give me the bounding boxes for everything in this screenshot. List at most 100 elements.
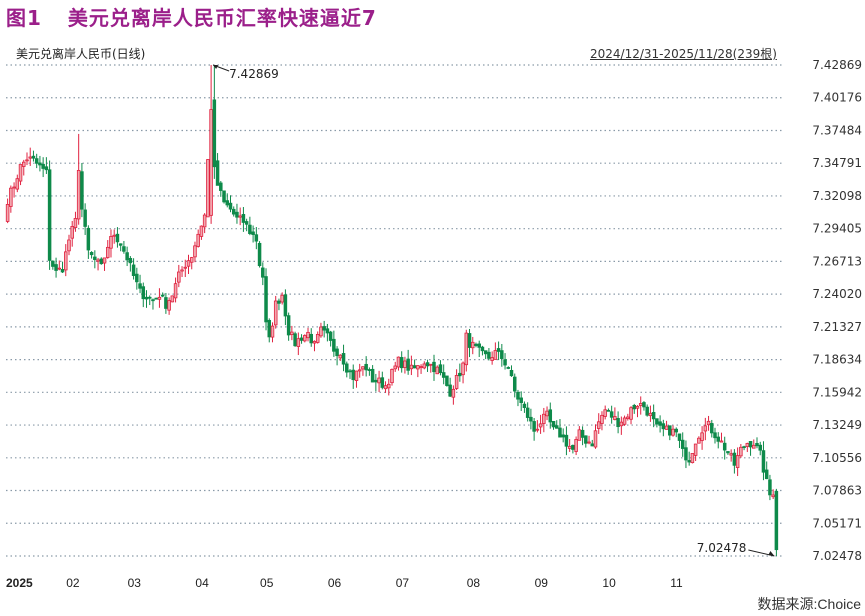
candle <box>248 216 252 236</box>
candle <box>131 258 136 280</box>
candle <box>18 164 23 186</box>
candle <box>299 334 304 344</box>
candle <box>613 407 617 421</box>
candle <box>764 461 769 480</box>
candle <box>661 419 666 437</box>
candle <box>277 298 281 311</box>
candle <box>209 65 213 224</box>
candles <box>5 65 779 556</box>
candle <box>467 328 472 358</box>
figure-title: 图1 美元兑离岸人民币汇率快速逼近7 <box>6 2 377 31</box>
candle <box>128 256 133 272</box>
x-tick-label: 02 <box>66 576 80 590</box>
candle <box>416 365 420 378</box>
min-annotation: 7.02478 <box>697 541 747 555</box>
candle <box>377 370 381 392</box>
candle <box>771 489 775 500</box>
candle <box>403 356 407 374</box>
candle <box>341 344 346 372</box>
candle <box>293 331 297 347</box>
candle <box>593 424 598 449</box>
candle <box>270 322 275 343</box>
candle <box>545 406 549 421</box>
candle <box>125 246 129 267</box>
candle <box>496 341 501 361</box>
candle <box>315 331 320 344</box>
candle <box>118 243 123 252</box>
candle <box>551 420 556 430</box>
figure-label: 图1 <box>6 6 42 30</box>
candle <box>219 180 223 197</box>
gridlines <box>6 64 782 557</box>
y-tick-label: 7.15942 <box>812 385 862 399</box>
candle <box>83 203 87 235</box>
candle <box>231 206 236 217</box>
candle <box>729 449 733 462</box>
candle <box>577 426 582 441</box>
candle <box>254 226 259 250</box>
y-tick-label: 7.02478 <box>812 549 862 563</box>
candle <box>374 373 378 392</box>
candle <box>716 432 720 449</box>
candle <box>477 340 481 358</box>
candle <box>710 419 714 438</box>
candle <box>151 298 155 310</box>
candle <box>157 288 162 308</box>
candle <box>135 267 139 290</box>
candle <box>680 432 685 457</box>
candle <box>44 157 49 174</box>
candle <box>41 157 45 178</box>
candle <box>199 225 204 240</box>
candle <box>167 297 171 315</box>
candle <box>561 428 565 443</box>
candle <box>629 406 633 425</box>
candle <box>273 295 278 329</box>
y-tick-label: 7.42869 <box>812 58 862 72</box>
candle <box>312 340 317 352</box>
candle <box>480 345 485 356</box>
candle <box>303 334 307 343</box>
candle <box>267 318 272 343</box>
candle <box>180 266 184 278</box>
candle <box>112 229 116 244</box>
candle <box>461 361 465 384</box>
candle <box>600 411 604 431</box>
candle <box>380 371 385 390</box>
candle <box>183 259 188 278</box>
candle <box>454 369 459 391</box>
candle <box>596 413 601 434</box>
candle <box>338 354 343 361</box>
candle <box>99 257 104 265</box>
candle <box>354 370 359 388</box>
candle <box>742 445 746 451</box>
candle <box>257 241 262 268</box>
candle <box>603 405 607 420</box>
candle <box>451 385 456 405</box>
candle <box>28 147 32 166</box>
candle <box>309 328 314 347</box>
candle <box>206 159 210 218</box>
candle <box>22 159 26 176</box>
candle <box>235 203 239 224</box>
candle <box>283 289 288 326</box>
candle <box>693 443 698 462</box>
candle <box>509 365 514 377</box>
candle <box>332 330 336 357</box>
candle <box>668 425 672 441</box>
y-tick-label: 7.18634 <box>812 353 862 367</box>
series-name: 美元兑离岸人民币(日线) <box>16 47 146 61</box>
candle <box>441 364 446 385</box>
candle <box>752 439 756 449</box>
candle <box>383 381 388 393</box>
candle <box>290 325 294 341</box>
candle <box>703 417 708 441</box>
candle <box>512 373 517 398</box>
candle <box>261 262 265 286</box>
candle <box>677 433 682 448</box>
candle <box>412 359 417 369</box>
x-tick-label: 10 <box>602 576 616 590</box>
candle <box>212 65 217 179</box>
x-tick-label: 06 <box>328 576 342 590</box>
candle <box>38 155 42 172</box>
